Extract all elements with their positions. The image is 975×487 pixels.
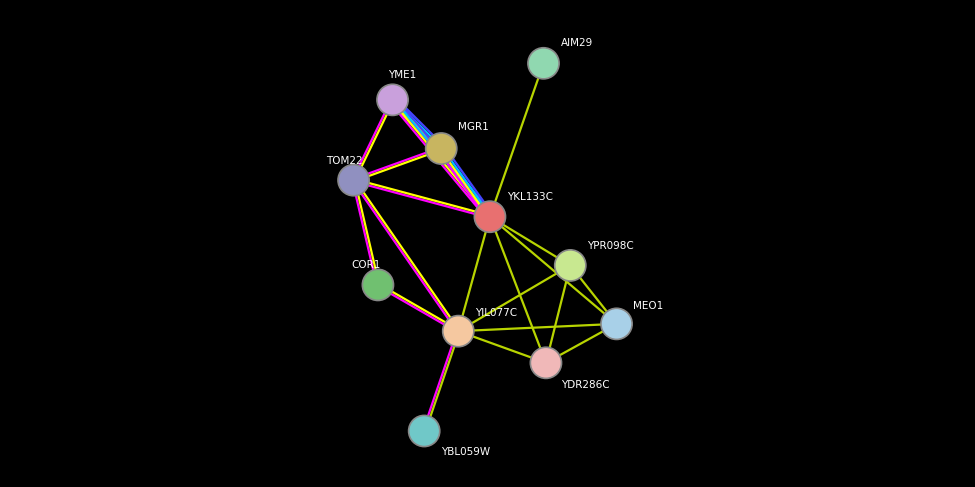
Text: YDR286C: YDR286C <box>561 380 609 390</box>
Text: MEO1: MEO1 <box>633 301 663 311</box>
Circle shape <box>338 165 370 196</box>
Text: YME1: YME1 <box>388 71 416 80</box>
Text: TOM22: TOM22 <box>326 156 363 166</box>
Text: YBL059W: YBL059W <box>442 447 490 457</box>
Circle shape <box>377 84 409 115</box>
Circle shape <box>527 48 559 79</box>
Circle shape <box>426 133 457 164</box>
Text: MGR1: MGR1 <box>458 122 489 131</box>
Circle shape <box>443 316 474 347</box>
Circle shape <box>475 201 505 232</box>
Text: YPR098C: YPR098C <box>587 241 634 251</box>
Circle shape <box>530 347 562 378</box>
Text: AIM29: AIM29 <box>561 38 593 48</box>
Circle shape <box>555 250 586 281</box>
Text: COR1: COR1 <box>351 261 380 270</box>
Circle shape <box>409 415 440 447</box>
Circle shape <box>601 308 632 339</box>
Circle shape <box>363 269 394 300</box>
Text: YIL077C: YIL077C <box>476 308 518 318</box>
Text: YKL133C: YKL133C <box>507 192 553 202</box>
